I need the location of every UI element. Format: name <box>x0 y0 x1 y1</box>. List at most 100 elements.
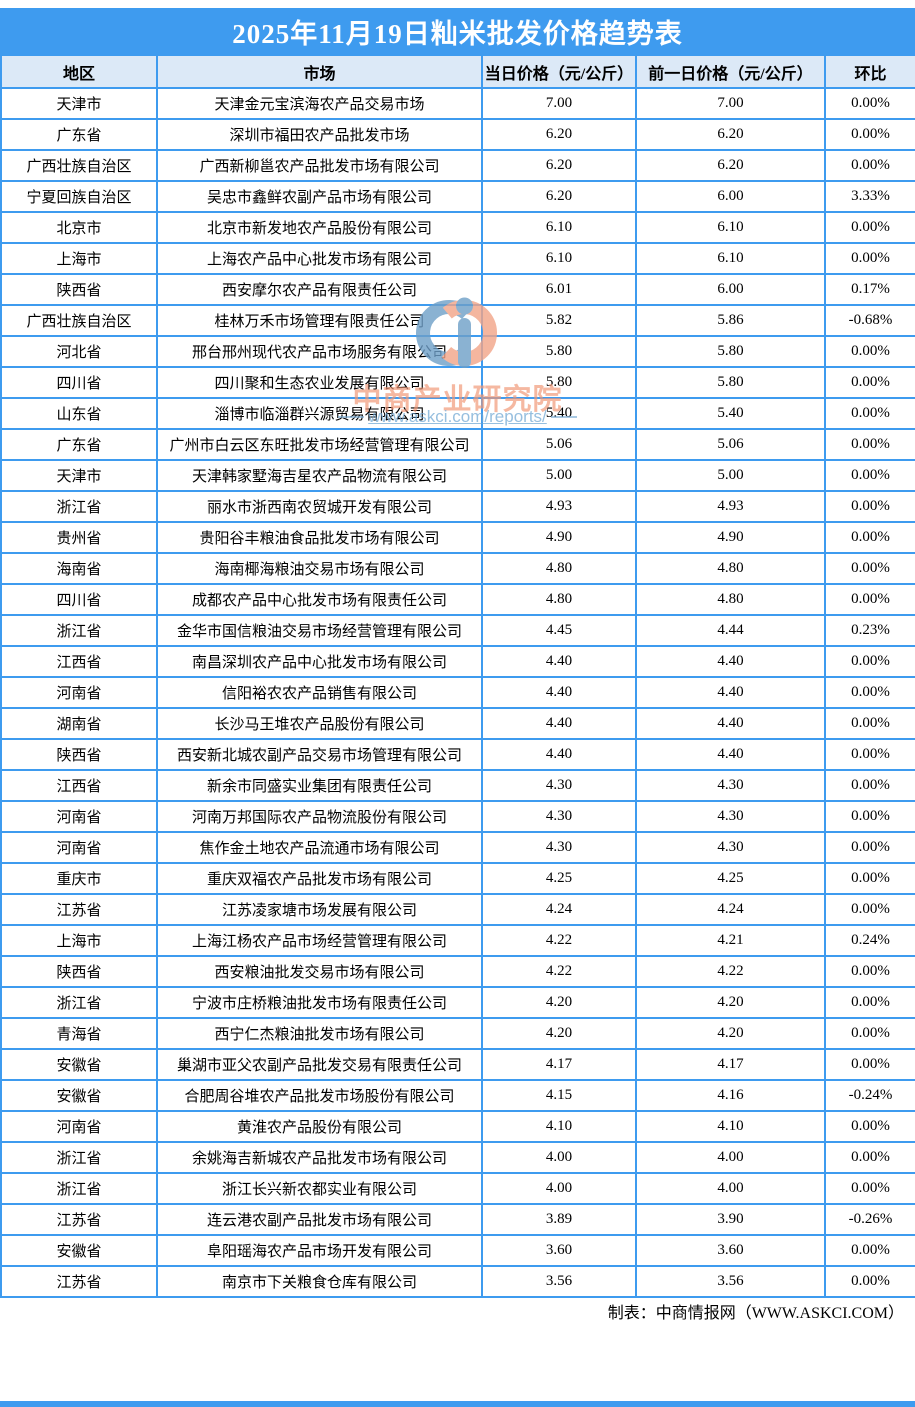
price-prev-cell: 4.30 <box>635 800 826 833</box>
price-today-cell: 3.60 <box>481 1234 637 1267</box>
market-cell: 天津金元宝滨海农产品交易市场 <box>156 87 483 120</box>
price-prev-cell: 4.21 <box>635 924 826 957</box>
price-today-cell: 4.20 <box>481 1017 637 1050</box>
region-cell: 河南省 <box>0 1110 158 1143</box>
price-today-cell: 6.20 <box>481 180 637 213</box>
change-cell: 0.00% <box>824 707 915 740</box>
price-prev-cell: 7.00 <box>635 87 826 120</box>
change-cell: 0.00% <box>824 676 915 709</box>
page-title: 2025年11月19日籼米批发价格趋势表 <box>232 18 683 49</box>
change-cell: 0.00% <box>824 366 915 399</box>
bottom-strip <box>0 1401 915 1407</box>
region-cell: 宁夏回族自治区 <box>0 180 158 213</box>
table-row: 湖南省 长沙马王堆农产品股份有限公司 4.40 4.40 0.00% <box>0 707 915 740</box>
market-cell: 河南万邦国际农产品物流股份有限公司 <box>156 800 483 833</box>
change-cell: 0.00% <box>824 490 915 523</box>
table-row: 河南省 焦作金土地农产品流通市场有限公司 4.30 4.30 0.00% <box>0 831 915 864</box>
region-cell: 青海省 <box>0 1017 158 1050</box>
price-today-cell: 4.30 <box>481 800 637 833</box>
change-cell: 3.33% <box>824 180 915 213</box>
price-today-cell: 6.01 <box>481 273 637 306</box>
market-cell: 深圳市福田农产品批发市场 <box>156 118 483 151</box>
price-prev-cell: 6.10 <box>635 242 826 275</box>
price-today-cell: 4.40 <box>481 676 637 709</box>
change-cell: 0.00% <box>824 552 915 585</box>
price-prev-cell: 5.80 <box>635 366 826 399</box>
table-row: 广西壮族自治区 桂林万禾市场管理有限责任公司 5.82 5.86 -0.68% <box>0 304 915 337</box>
table-row: 山东省 淄博市临淄群兴源贸易有限公司 5.40 5.40 0.00% <box>0 397 915 430</box>
price-prev-cell: 5.06 <box>635 428 826 461</box>
market-cell: 南昌深圳农产品中心批发市场有限公司 <box>156 645 483 678</box>
region-cell: 浙江省 <box>0 490 158 523</box>
price-today-cell: 3.89 <box>481 1203 637 1236</box>
table-row: 陕西省 西安粮油批发交易市场有限公司 4.22 4.22 0.00% <box>0 955 915 988</box>
change-cell: 0.00% <box>824 1048 915 1081</box>
market-cell: 合肥周谷堆农产品批发市场股份有限公司 <box>156 1079 483 1112</box>
price-prev-cell: 4.00 <box>635 1172 826 1205</box>
change-cell: 0.24% <box>824 924 915 957</box>
price-today-cell: 4.93 <box>481 490 637 523</box>
region-cell: 四川省 <box>0 583 158 616</box>
table-row: 广西壮族自治区 广西新柳邕农产品批发市场有限公司 6.20 6.20 0.00% <box>0 149 915 182</box>
change-cell: 0.00% <box>824 428 915 461</box>
col-header-price-prev: 前一日价格（元/公斤） <box>635 54 826 89</box>
change-cell: 0.00% <box>824 242 915 275</box>
table-footer: 制表：中商情报网（WWW.ASKCI.COM） <box>1 1296 915 1323</box>
price-today-cell: 6.10 <box>481 242 637 275</box>
price-prev-cell: 6.10 <box>635 211 826 244</box>
market-cell: 阜阳瑶海农产品市场开发有限公司 <box>156 1234 483 1267</box>
change-cell: 0.00% <box>824 800 915 833</box>
price-today-cell: 6.20 <box>481 118 637 151</box>
change-cell: 0.00% <box>824 955 915 988</box>
price-today-cell: 4.30 <box>481 769 637 802</box>
price-today-cell: 5.82 <box>481 304 637 337</box>
price-prev-cell: 5.00 <box>635 459 826 492</box>
price-prev-cell: 4.90 <box>635 521 826 554</box>
price-today-cell: 5.80 <box>481 335 637 368</box>
market-cell: 成都农产品中心批发市场有限责任公司 <box>156 583 483 616</box>
price-today-cell: 5.80 <box>481 366 637 399</box>
region-cell: 浙江省 <box>0 1172 158 1205</box>
price-prev-cell: 4.44 <box>635 614 826 647</box>
price-prev-cell: 4.22 <box>635 955 826 988</box>
price-prev-cell: 4.25 <box>635 862 826 895</box>
change-cell: 0.00% <box>824 1234 915 1267</box>
market-cell: 巢湖市亚父农副产品批发交易有限责任公司 <box>156 1048 483 1081</box>
market-cell: 南京市下关粮食仓库有限公司 <box>156 1265 483 1298</box>
table-row: 天津市 天津金元宝滨海农产品交易市场 7.00 7.00 0.00% <box>0 87 915 120</box>
price-prev-cell: 5.40 <box>635 397 826 430</box>
title-bar: 2025年11月19日籼米批发价格趋势表 <box>0 8 915 54</box>
table-row: 四川省 四川聚和生态农业发展有限公司 5.80 5.80 0.00% <box>0 366 915 399</box>
price-today-cell: 4.90 <box>481 521 637 554</box>
price-prev-cell: 4.40 <box>635 707 826 740</box>
market-cell: 焦作金土地农产品流通市场有限公司 <box>156 831 483 864</box>
market-cell: 西宁仁杰粮油批发市场有限公司 <box>156 1017 483 1050</box>
price-prev-cell: 5.86 <box>635 304 826 337</box>
price-today-cell: 5.06 <box>481 428 637 461</box>
market-cell: 江苏凌家塘市场发展有限公司 <box>156 893 483 926</box>
table-row: 贵州省 贵阳谷丰粮油食品批发市场有限公司 4.90 4.90 0.00% <box>0 521 915 554</box>
market-cell: 连云港农副产品批发市场有限公司 <box>156 1203 483 1236</box>
price-prev-cell: 4.10 <box>635 1110 826 1143</box>
price-today-cell: 6.10 <box>481 211 637 244</box>
price-today-cell: 4.00 <box>481 1172 637 1205</box>
price-today-cell: 4.00 <box>481 1141 637 1174</box>
region-cell: 河北省 <box>0 335 158 368</box>
region-cell: 江西省 <box>0 645 158 678</box>
table-row: 陕西省 西安摩尔农产品有限责任公司 6.01 6.00 0.17% <box>0 273 915 306</box>
price-today-cell: 4.40 <box>481 707 637 740</box>
change-cell: 0.00% <box>824 1265 915 1298</box>
market-cell: 吴忠市鑫鲜农副产品市场有限公司 <box>156 180 483 213</box>
table-row: 江西省 新余市同盛实业集团有限责任公司 4.30 4.30 0.00% <box>0 769 915 802</box>
table-row: 河南省 河南万邦国际农产品物流股份有限公司 4.30 4.30 0.00% <box>0 800 915 833</box>
col-header-price-today: 当日价格（元/公斤） <box>481 54 637 89</box>
change-cell: -0.26% <box>824 1203 915 1236</box>
table-row: 宁夏回族自治区 吴忠市鑫鲜农副产品市场有限公司 6.20 6.00 3.33% <box>0 180 915 213</box>
market-cell: 四川聚和生态农业发展有限公司 <box>156 366 483 399</box>
region-cell: 河南省 <box>0 831 158 864</box>
change-cell: 0.17% <box>824 273 915 306</box>
table-row: 天津市 天津韩家墅海吉星农产品物流有限公司 5.00 5.00 0.00% <box>0 459 915 492</box>
credit-note: 制表：中商情报网（WWW.ASKCI.COM） <box>1 1296 915 1323</box>
price-prev-cell: 6.20 <box>635 149 826 182</box>
